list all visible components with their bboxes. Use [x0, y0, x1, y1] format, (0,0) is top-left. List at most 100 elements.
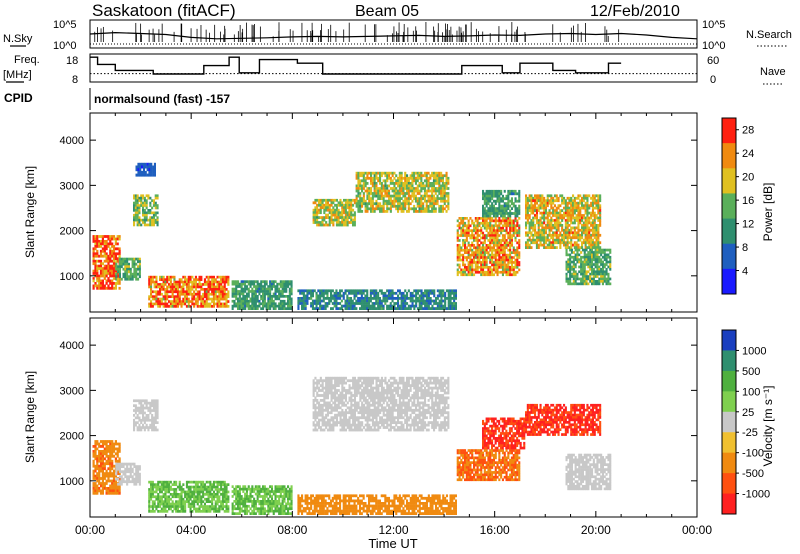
- power-cell: [505, 266, 508, 269]
- power-cell: [413, 192, 416, 195]
- power-cell: [343, 206, 346, 210]
- power-cell: [395, 194, 398, 198]
- power-cell: [368, 304, 371, 308]
- power-cell: [127, 275, 130, 279]
- power-cell: [242, 290, 245, 293]
- power-cell: [112, 269, 116, 273]
- power-cell: [458, 226, 461, 230]
- power-cell: [263, 302, 266, 306]
- power-cell: [585, 275, 588, 278]
- power-cell: [567, 253, 570, 257]
- power-cell: [263, 280, 266, 283]
- power-cell: [171, 283, 174, 286]
- power-cell: [496, 253, 499, 257]
- power-cell: [173, 295, 176, 298]
- power-cell: [414, 194, 417, 198]
- power-cell: [191, 292, 194, 296]
- power-cell: [436, 189, 439, 193]
- velocity-cell: [96, 489, 99, 493]
- power-cell: [577, 201, 580, 205]
- power-cell: [572, 260, 575, 264]
- power-cell: [526, 246, 529, 249]
- power-cell: [212, 297, 215, 301]
- power-cell: [501, 261, 504, 264]
- power-cell: [462, 231, 465, 235]
- power-cell: [169, 302, 172, 306]
- power-cell: [569, 265, 572, 269]
- power-cell: [541, 224, 544, 227]
- power-cell: [593, 219, 596, 222]
- power-cell: [500, 251, 503, 254]
- power-cell: [581, 263, 584, 266]
- power-cell: [541, 196, 544, 200]
- velocity-cell: [111, 482, 114, 485]
- power-cell: [341, 223, 344, 227]
- power-cell: [543, 243, 546, 247]
- power-cell: [503, 204, 506, 208]
- power-cell: [442, 299, 445, 303]
- power-cell: [598, 260, 601, 264]
- velocity-cell: [112, 469, 116, 473]
- power-cell: [487, 239, 490, 242]
- power-cell: [503, 263, 506, 267]
- velocity-cell: [101, 450, 104, 453]
- power-cell: [553, 224, 556, 227]
- power-cell: [166, 297, 169, 301]
- power-cell: [205, 275, 208, 279]
- power-cell: [563, 206, 566, 210]
- velocity-cell: [101, 457, 104, 461]
- power-cell: [512, 189, 515, 193]
- power-cell: [276, 282, 279, 286]
- power-cell: [563, 214, 566, 217]
- power-cell: [526, 241, 529, 245]
- power-cell: [348, 289, 351, 293]
- power-cell: [489, 236, 492, 240]
- power-cell: [145, 218, 148, 222]
- power-cell: [133, 216, 136, 219]
- power-cell: [203, 288, 206, 291]
- power-cell: [101, 237, 104, 241]
- power-cell: [382, 294, 385, 298]
- power-cell: [564, 214, 567, 217]
- velocity-cell: [92, 482, 95, 485]
- power-cell: [418, 302, 421, 305]
- power-cell: [491, 236, 494, 240]
- power-cell: [445, 171, 448, 175]
- power-cell: [202, 283, 205, 286]
- power-cell: [570, 219, 573, 222]
- power-cell: [532, 204, 535, 208]
- velocity-cell: [105, 472, 108, 475]
- power-cell: [418, 210, 421, 213]
- power-cell: [575, 206, 578, 210]
- power-cell: [476, 270, 479, 274]
- power-cell: [153, 170, 156, 174]
- power-cell: [137, 265, 140, 269]
- power-cell: [467, 261, 470, 264]
- power-cell: [445, 184, 448, 188]
- power-cell: [464, 234, 467, 237]
- power-cell: [509, 273, 512, 277]
- velocity-cell: [92, 459, 95, 463]
- power-cell: [393, 187, 396, 190]
- power-cell: [285, 302, 288, 306]
- power-cell: [103, 245, 106, 248]
- power-cell: [573, 236, 576, 240]
- power-cell: [550, 226, 553, 230]
- power-cell: [103, 284, 106, 288]
- power-cell: [386, 304, 389, 308]
- power-cell: [465, 217, 468, 220]
- power-cell: [254, 292, 257, 296]
- power-cell: [366, 289, 369, 293]
- power-cell: [503, 253, 506, 257]
- power-cell: [344, 291, 347, 295]
- power-cell: [118, 252, 121, 256]
- power-cell: [114, 257, 117, 261]
- power-cell: [237, 292, 240, 296]
- power-cell: [445, 204, 448, 208]
- power-cell: [491, 248, 494, 252]
- power-cell: [357, 199, 360, 203]
- power-cell: [368, 197, 371, 200]
- power-cell: [510, 212, 513, 215]
- power-cell: [582, 194, 585, 198]
- power-cell: [164, 305, 167, 308]
